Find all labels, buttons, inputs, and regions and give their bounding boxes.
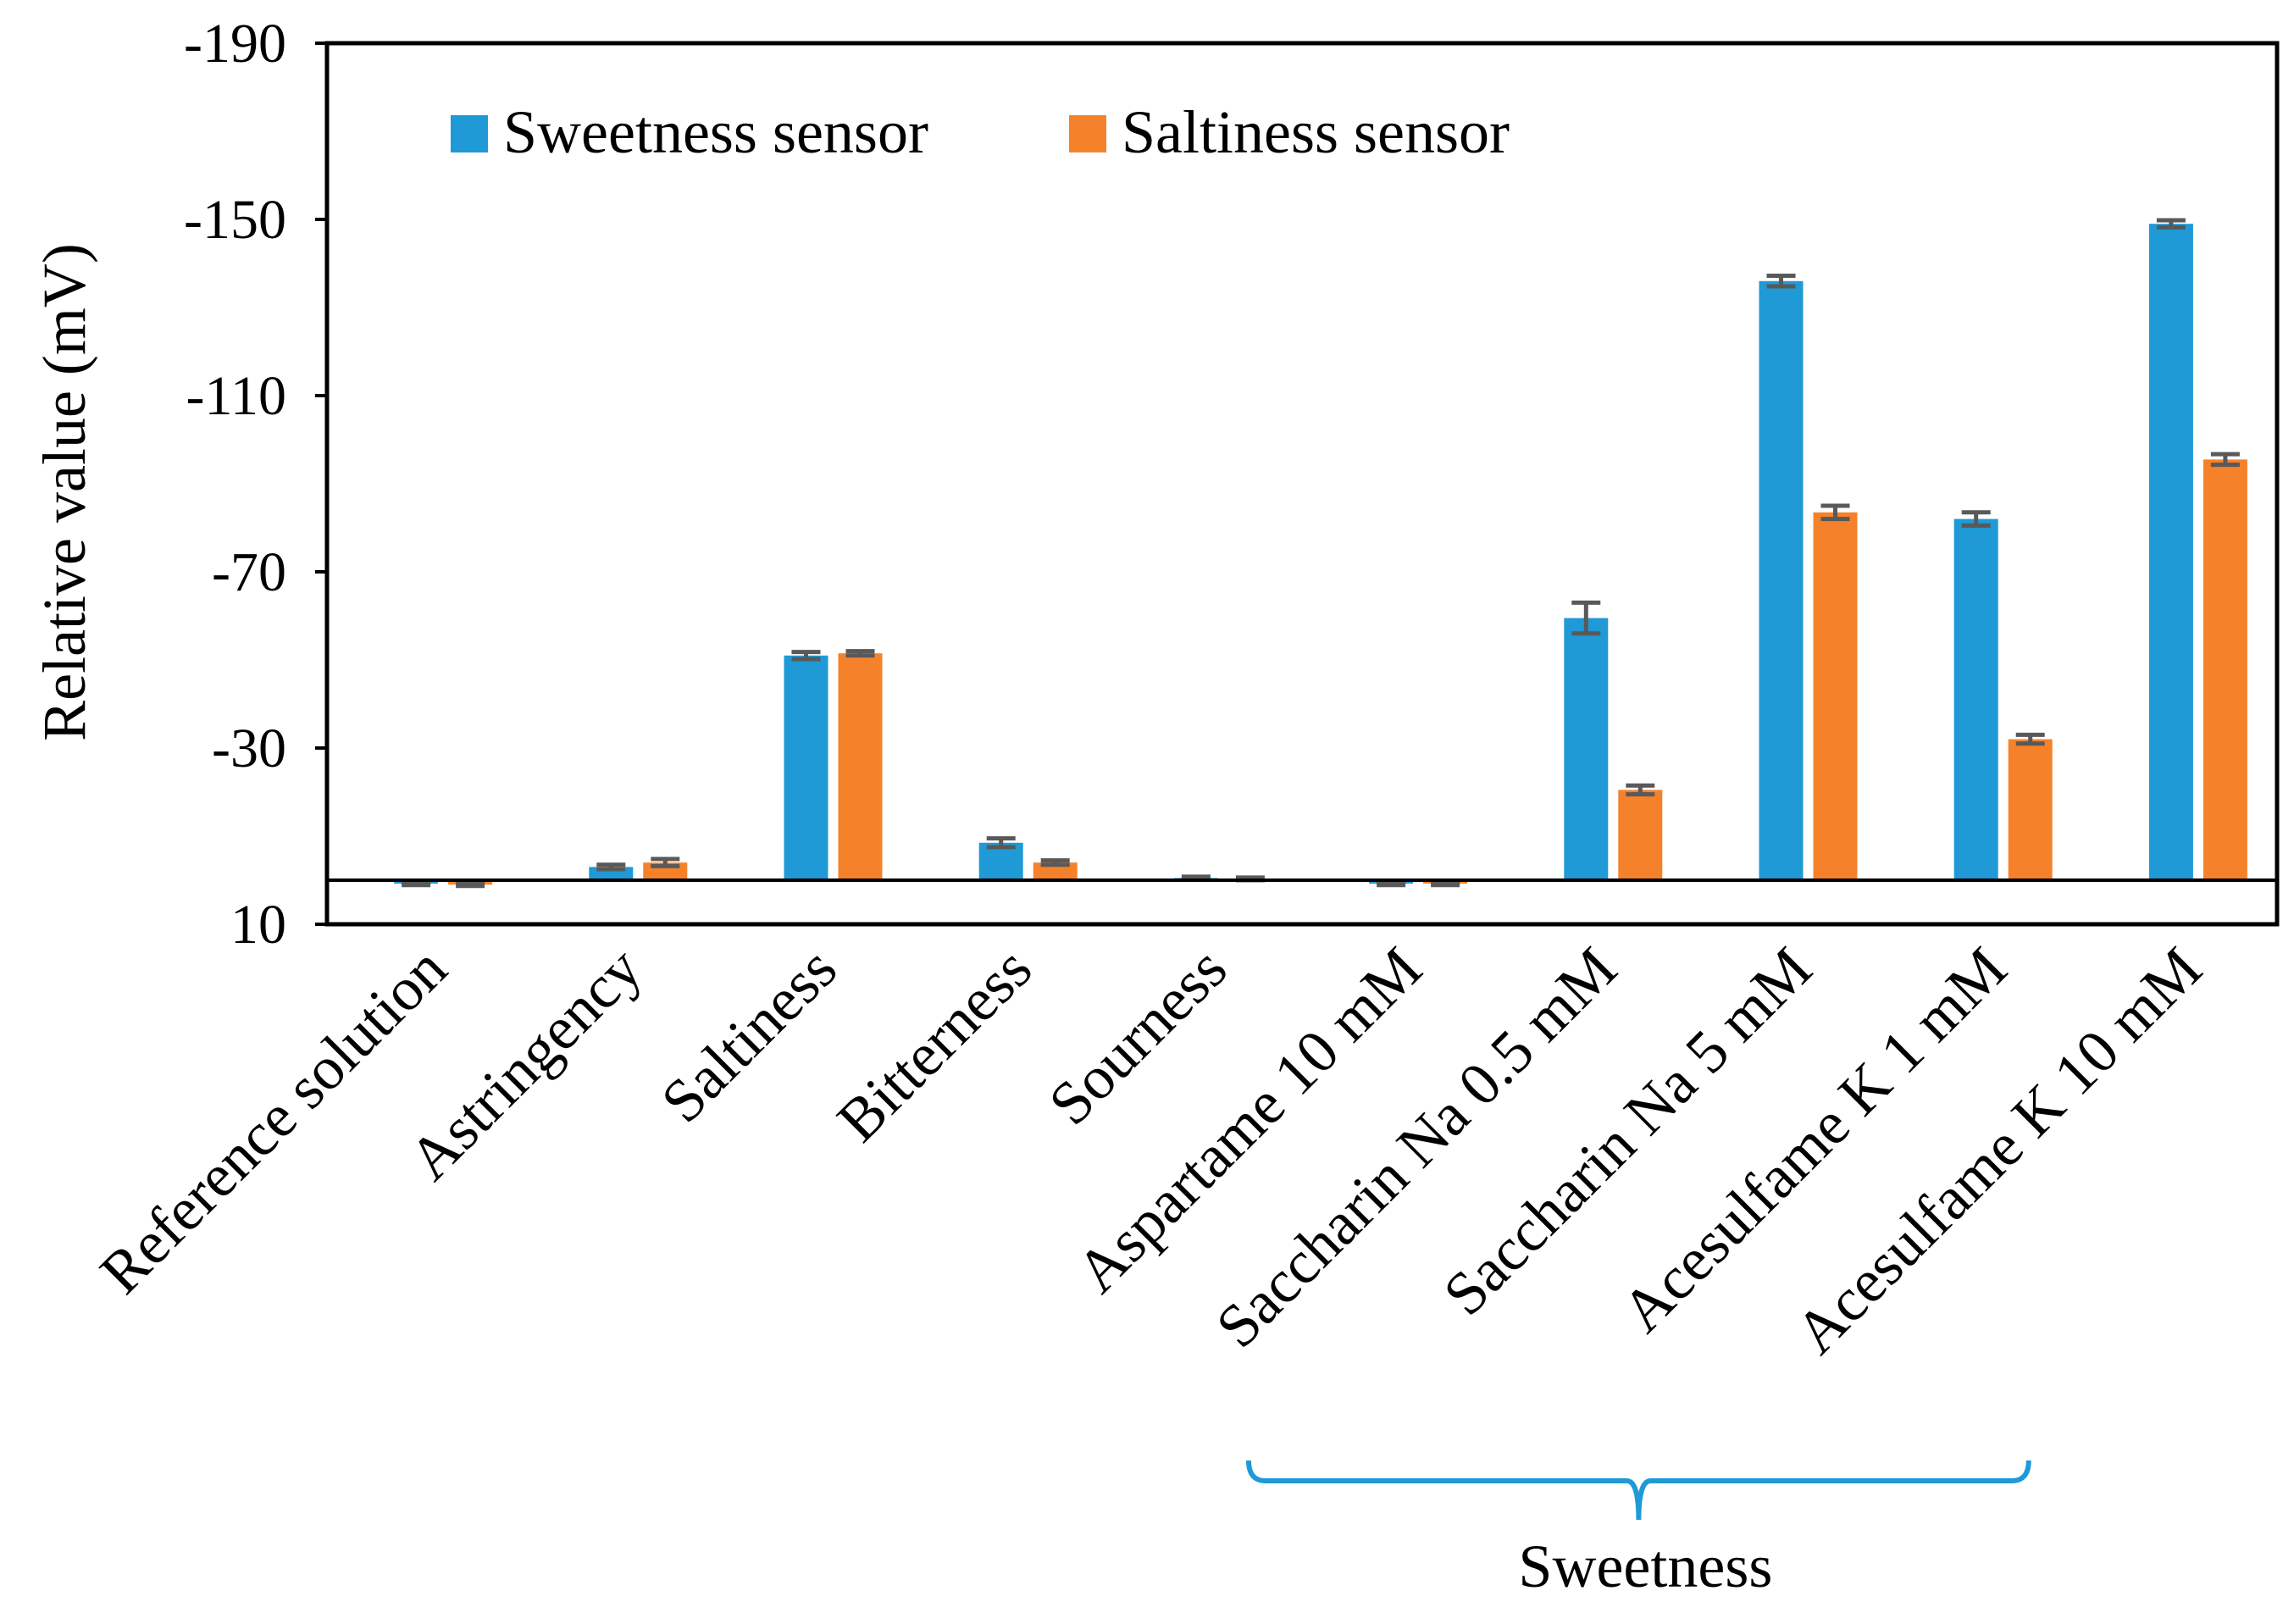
legend-label: Sweetness sensor [503,98,928,166]
bar-sweetness-8 [1953,518,1998,880]
plot-area [394,218,2247,889]
y-tick-label: -190 [184,13,286,75]
legend-swatch [1069,115,1106,152]
error-bar-sweetness-8 [1961,510,1991,528]
bar-saltiness-8 [2008,739,2053,880]
sweetness-group-annotation: Sweetness [1246,1460,2031,1600]
category-label: Saltiness [648,934,850,1136]
bar-saltiness-9 [2203,459,2247,880]
bar-saltiness-7 [1813,512,1858,880]
error-bar-sweetness-6 [1571,600,1601,636]
error-bar-sweetness-0 [402,880,431,888]
y-tick-label: -30 [212,718,286,779]
bar-saltiness-3 [1033,862,1078,880]
error-bar-saltiness-9 [2210,452,2240,468]
error-bar-sweetness-7 [1766,274,1796,289]
bar-saltiness-2 [838,653,883,880]
bar-sweetness-2 [784,655,828,880]
legend-item-saltiness: Saltiness sensor [1069,98,1510,166]
bar-sweetness-9 [2148,224,2193,880]
bar-sweetness-6 [1564,618,1609,880]
error-bar-saltiness-5 [1431,880,1460,888]
legend-swatch [451,115,488,152]
category-labels: Reference solutionAstringencySaltinessBi… [87,934,2214,1366]
bar-sweetness-7 [1759,280,1804,880]
error-bar-sweetness-3 [986,836,1016,850]
error-bar-sweetness-2 [791,650,821,662]
legend: Sweetness sensor Saltiness sensor [451,98,1510,166]
category-label: Sourness [1036,934,1239,1138]
category-label: Bitterness [824,934,1044,1155]
error-bar-saltiness-1 [651,856,680,868]
error-bar-saltiness-2 [845,649,875,658]
error-bar-saltiness-0 [456,881,485,889]
y-tick-label: -70 [212,541,286,603]
category-label: Saccharin Na 5 mM [1431,934,1825,1328]
plot-frame [324,41,2280,927]
legend-item-sweetness: Sweetness sensor [451,98,928,166]
category-label: Aspartame 10 mM [1063,934,1434,1305]
error-bar-saltiness-8 [2015,732,2045,746]
error-bar-sweetness-9 [2156,218,2186,230]
axes: 10 -30 -70 -110 -150 -190 Relative value (mV) [30,13,2280,956]
legend-label: Saltiness sensor [1122,98,1510,166]
error-bar-saltiness-3 [1040,858,1070,867]
error-bar-sweetness-1 [596,862,626,872]
y-tick-label: 10 [230,894,286,956]
error-bar-saltiness-6 [1626,783,1655,797]
bar-saltiness-6 [1618,790,1663,880]
sweetness-bracket [1246,1460,2031,1521]
error-bar-saltiness-7 [1820,503,1850,522]
category-label: Acesulfame K 1 mM [1609,934,2020,1345]
y-tick-label: -150 [184,189,286,251]
sweetness-group-label: Sweetness [1518,1533,1772,1600]
error-bar-sweetness-5 [1377,880,1406,888]
y-axis-title: Relative value (mV) [30,243,98,741]
y-tick-label: -110 [186,365,286,427]
category-label: Reference solution [87,934,460,1307]
